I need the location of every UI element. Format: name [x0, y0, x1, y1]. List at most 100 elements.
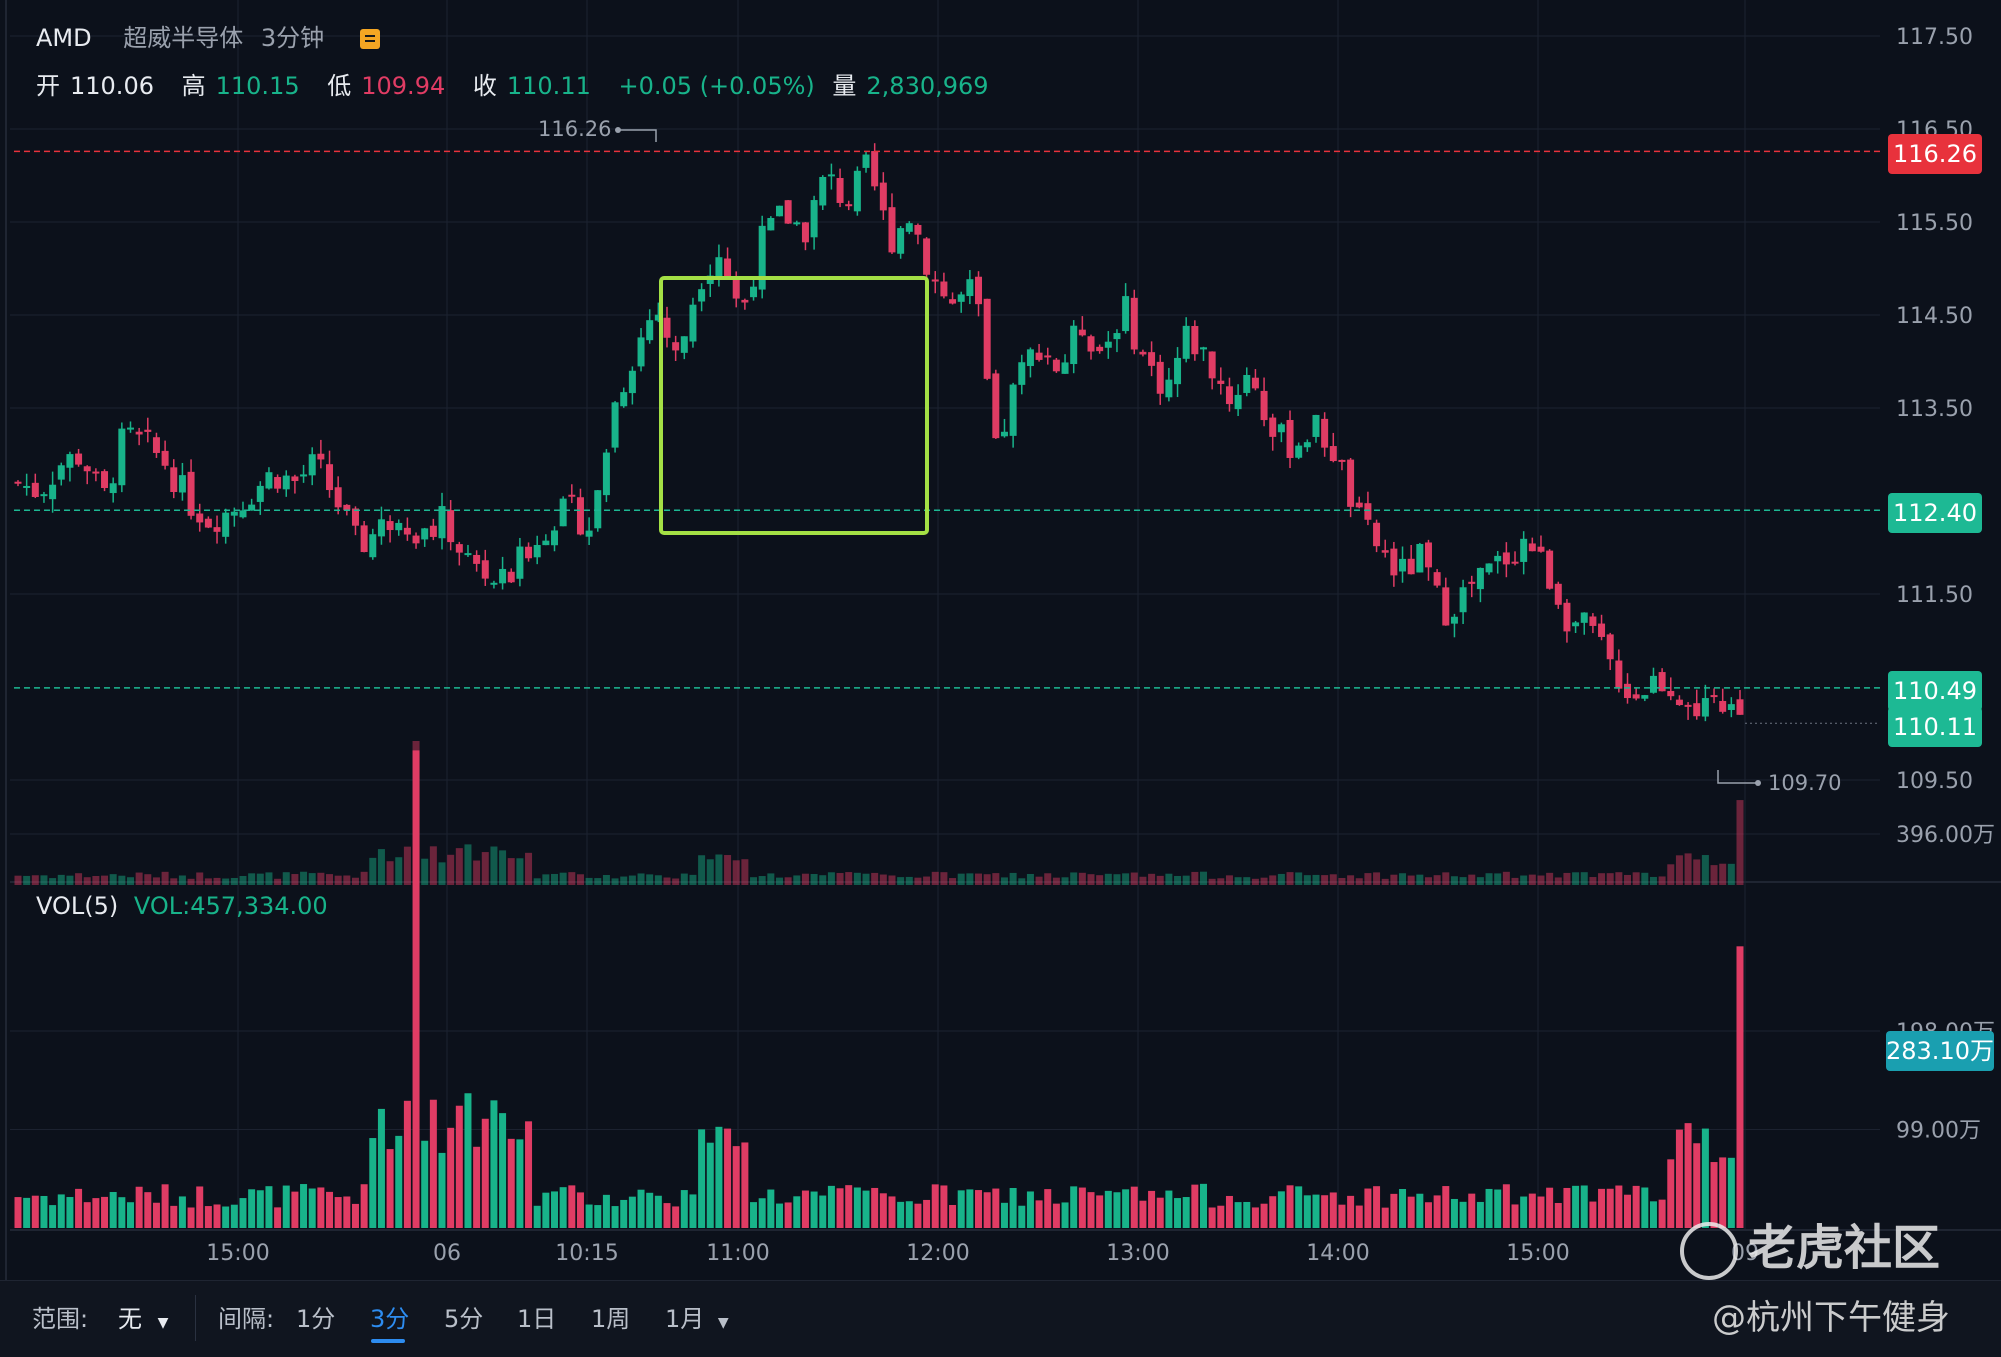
volume-bar: [256, 1190, 264, 1228]
volume-bar: [862, 1190, 870, 1228]
volume-bar: [1096, 1195, 1104, 1228]
candle-body: [118, 428, 126, 486]
volume-overlay-bar: [1026, 873, 1034, 885]
volume-overlay-bar: [499, 850, 507, 885]
volume-bar: [1450, 1198, 1458, 1228]
volume-bar: [1407, 1196, 1415, 1228]
candle-body: [879, 182, 887, 211]
candle-body: [1078, 329, 1086, 336]
volume-overlay-bar: [92, 875, 100, 885]
candle-body: [1260, 390, 1268, 421]
volume-bar: [551, 1191, 559, 1228]
price-tick-label: 114.50: [1896, 304, 1973, 329]
volume-bar: [923, 1199, 931, 1228]
volume-overlay-bar: [429, 846, 437, 885]
interval-1month[interactable]: 1月 ▼: [665, 1299, 729, 1334]
time-tick-label: 13:00: [1106, 1241, 1169, 1266]
volume-overlay-bar: [888, 875, 896, 885]
volume-overlay-bar: [256, 873, 264, 885]
volume-bar: [161, 1184, 169, 1228]
volume-overlay-bar: [1130, 872, 1138, 885]
candle-body: [1122, 296, 1130, 332]
volume-overlay-bar: [680, 873, 688, 885]
volume-overlay-bar: [1269, 875, 1277, 885]
candle-body: [1191, 325, 1199, 355]
volume-bar: [412, 750, 420, 1228]
volume-overlay-bar: [1217, 878, 1225, 885]
candle-body: [551, 530, 559, 546]
candle-body: [732, 276, 740, 299]
volume-bar: [793, 1196, 801, 1228]
candle-body: [83, 466, 91, 472]
volume-overlay-bar: [300, 871, 308, 885]
volume-overlay-bar: [966, 873, 974, 885]
candle-body: [265, 472, 273, 489]
candle-body: [594, 490, 602, 529]
volume-overlay-bar: [568, 872, 576, 885]
candle-body: [1018, 362, 1026, 385]
volume-overlay-bar: [1234, 877, 1242, 885]
volume-overlay-bar: [689, 874, 697, 885]
range-dropdown[interactable]: 无 ▼: [118, 1299, 168, 1334]
candle-body: [395, 522, 403, 531]
candle-body: [871, 151, 879, 187]
volume-bar: [1009, 1187, 1017, 1228]
document-icon[interactable]: [359, 29, 380, 49]
volume-bar: [957, 1190, 965, 1228]
candle-body: [282, 475, 290, 490]
volume-bar: [1580, 1185, 1588, 1228]
interval-5min[interactable]: 5分: [444, 1305, 484, 1333]
volume-bar: [1554, 1202, 1562, 1228]
volume-tick-label: 396.00万: [1896, 823, 1995, 848]
volume-overlay-bar: [732, 860, 740, 885]
volume-bar: [1104, 1190, 1112, 1228]
volume-overlay-bar: [222, 878, 230, 885]
volume-bar: [940, 1185, 948, 1228]
volume-bar: [1364, 1188, 1372, 1228]
volume-bar: [1139, 1200, 1147, 1228]
volume-overlay-bar: [1251, 878, 1259, 885]
vol-indicator-value: VOL:457,334.00: [133, 892, 328, 920]
high-value: 110.15: [215, 72, 300, 100]
volume-overlay-bar: [646, 874, 654, 885]
time-tick-label: 14:00: [1306, 1241, 1369, 1266]
volume-overlay-bar: [1563, 872, 1571, 885]
interval-1min[interactable]: 1分: [296, 1305, 336, 1333]
interval-1week[interactable]: 1周: [591, 1305, 631, 1333]
candle-body: [248, 504, 256, 511]
volume-bar: [213, 1204, 221, 1228]
volume-bars: [14, 750, 1744, 1228]
candle-body: [750, 286, 758, 298]
volume-bar: [75, 1188, 83, 1228]
candle-body: [568, 494, 576, 497]
candle-body: [542, 540, 550, 546]
volume-bar: [628, 1196, 636, 1228]
volume-bar: [975, 1190, 983, 1228]
volume-bar: [1260, 1203, 1268, 1228]
volume-bar: [1087, 1192, 1095, 1228]
candle-body: [170, 467, 178, 492]
volume-bar: [377, 1108, 385, 1228]
volume-bar: [1701, 1128, 1709, 1228]
volume-overlay-bar: [438, 862, 446, 885]
volume-bar: [1563, 1187, 1571, 1228]
volume-overlay-bar: [161, 871, 169, 885]
volume-bar: [1719, 1157, 1727, 1228]
volume-bar: [1355, 1205, 1363, 1228]
volume-bar: [914, 1203, 922, 1228]
interval-3min[interactable]: 3分: [370, 1305, 410, 1333]
volume-bar: [1537, 1196, 1545, 1228]
volume-bar: [499, 1113, 507, 1228]
last-price-tag: 110.11: [1888, 707, 1982, 747]
volume-bar: [101, 1196, 109, 1228]
candle-body: [975, 276, 983, 305]
candle-body: [1727, 704, 1735, 710]
volume-bar: [576, 1192, 584, 1228]
volume-bar: [966, 1189, 974, 1228]
candle-body: [620, 392, 628, 407]
candle-body: [1667, 690, 1675, 697]
volume-bar: [1000, 1202, 1008, 1228]
volume-bar: [611, 1206, 619, 1228]
interval-1day[interactable]: 1日: [517, 1305, 557, 1333]
